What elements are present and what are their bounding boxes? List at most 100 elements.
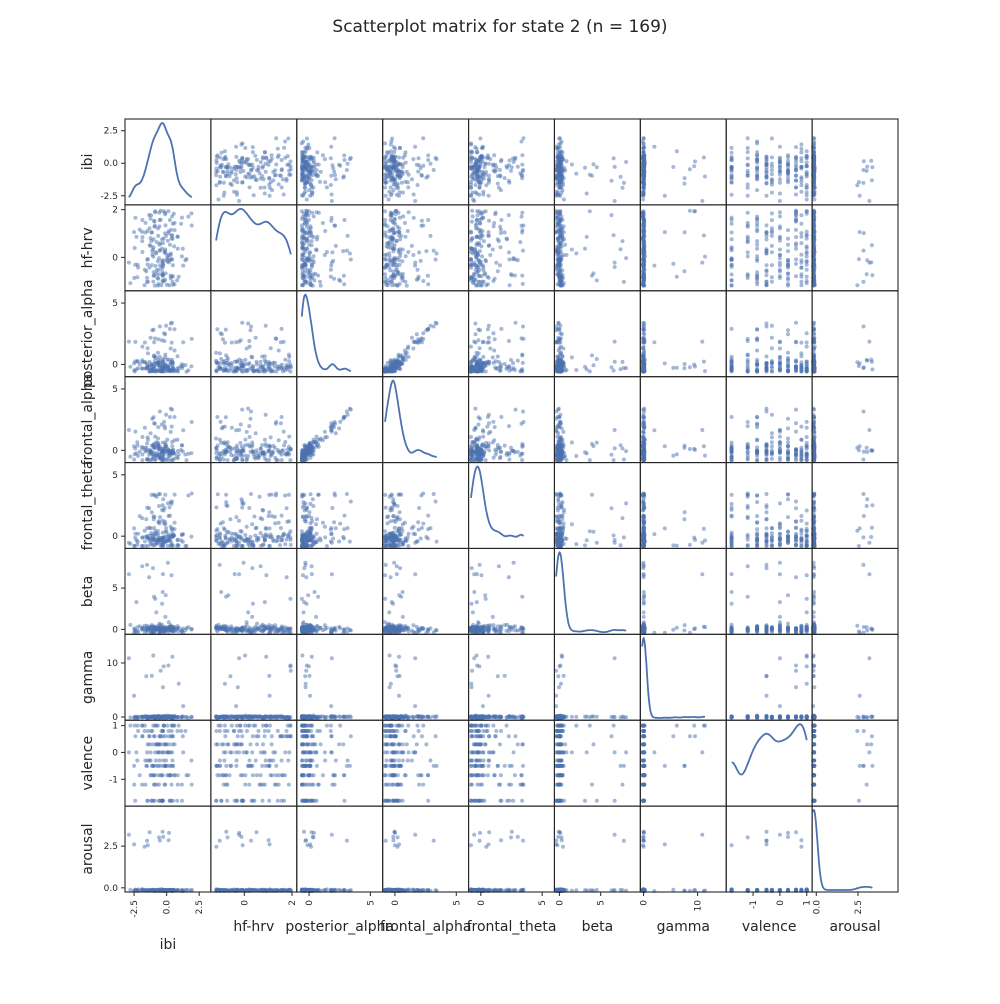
data-point bbox=[167, 326, 172, 331]
data-point bbox=[469, 458, 473, 463]
cell-posterior_alpha-vs-posterior_alpha bbox=[296, 290, 384, 378]
data-point bbox=[279, 158, 284, 162]
data-point bbox=[240, 320, 245, 325]
data-point bbox=[140, 435, 145, 439]
data-point bbox=[554, 249, 559, 254]
data-point bbox=[162, 279, 167, 283]
data-point bbox=[804, 244, 809, 249]
data-point bbox=[471, 454, 476, 459]
data-point bbox=[134, 234, 139, 239]
data-point bbox=[264, 155, 269, 160]
data-point bbox=[414, 332, 419, 337]
data-point bbox=[140, 366, 144, 371]
data-point bbox=[609, 213, 614, 218]
data-point bbox=[745, 162, 750, 167]
data-point bbox=[254, 448, 259, 453]
data-point bbox=[391, 188, 396, 193]
data-point bbox=[312, 278, 317, 283]
data-point bbox=[132, 230, 137, 235]
data-point bbox=[341, 249, 346, 254]
data-point bbox=[180, 215, 184, 220]
data-point bbox=[303, 189, 308, 194]
data-point bbox=[338, 419, 343, 424]
data-point bbox=[309, 283, 314, 288]
data-point bbox=[387, 189, 392, 194]
data-point bbox=[494, 165, 499, 170]
data-point bbox=[305, 180, 310, 185]
data-point bbox=[395, 283, 400, 288]
data-point bbox=[804, 164, 809, 169]
data-point bbox=[176, 274, 181, 279]
data-point bbox=[560, 217, 565, 222]
data-point bbox=[249, 444, 254, 449]
data-point bbox=[170, 257, 174, 262]
data-point bbox=[729, 326, 734, 331]
data-point bbox=[641, 338, 646, 343]
data-point bbox=[186, 368, 191, 373]
data-point bbox=[469, 157, 473, 162]
data-point bbox=[279, 362, 284, 367]
data-point bbox=[587, 369, 592, 374]
data-point bbox=[804, 281, 809, 286]
data-point bbox=[168, 368, 173, 372]
data-point bbox=[794, 218, 798, 223]
data-point bbox=[224, 157, 229, 162]
data-point bbox=[477, 363, 482, 368]
data-point bbox=[318, 169, 323, 174]
data-point bbox=[305, 257, 310, 262]
data-point bbox=[558, 169, 563, 174]
data-point bbox=[387, 229, 392, 234]
data-point bbox=[559, 440, 564, 445]
data-point bbox=[224, 368, 229, 372]
cell-ibi-vs-arousal bbox=[811, 118, 899, 206]
data-point bbox=[287, 434, 292, 439]
data-point bbox=[418, 258, 423, 263]
data-point bbox=[555, 272, 560, 277]
data-point bbox=[470, 150, 475, 155]
data-point bbox=[180, 246, 185, 251]
data-point bbox=[304, 224, 309, 229]
data-point bbox=[487, 243, 492, 248]
data-point bbox=[421, 223, 426, 228]
data-point bbox=[249, 409, 253, 414]
data-point bbox=[307, 443, 312, 448]
data-point bbox=[729, 257, 734, 262]
data-point bbox=[469, 219, 474, 224]
data-point bbox=[477, 279, 482, 284]
data-point bbox=[168, 242, 172, 247]
data-point bbox=[492, 425, 497, 430]
data-point bbox=[274, 162, 279, 167]
data-point bbox=[344, 248, 349, 253]
data-point bbox=[405, 229, 410, 233]
data-point bbox=[389, 176, 394, 181]
data-point bbox=[284, 363, 289, 367]
data-point bbox=[478, 249, 482, 254]
data-point bbox=[611, 233, 616, 238]
data-point bbox=[811, 180, 816, 185]
data-point bbox=[755, 188, 760, 193]
data-point bbox=[383, 180, 388, 185]
data-point bbox=[179, 362, 184, 367]
data-point bbox=[620, 239, 625, 244]
data-point bbox=[167, 218, 172, 222]
data-point bbox=[864, 272, 869, 277]
data-point bbox=[135, 359, 140, 363]
data-point bbox=[256, 164, 261, 169]
data-point bbox=[152, 223, 157, 228]
data-point bbox=[395, 224, 400, 229]
data-point bbox=[329, 263, 334, 268]
data-point bbox=[303, 163, 308, 167]
data-point bbox=[282, 443, 287, 448]
data-point bbox=[804, 229, 809, 234]
data-point bbox=[469, 160, 474, 165]
data-point bbox=[305, 136, 309, 141]
data-point bbox=[561, 364, 566, 369]
data-point bbox=[128, 454, 133, 459]
data-point bbox=[583, 246, 587, 251]
data-point bbox=[480, 443, 484, 448]
data-point bbox=[557, 176, 562, 181]
data-point bbox=[231, 369, 236, 374]
data-point bbox=[799, 241, 804, 246]
data-point bbox=[486, 180, 491, 185]
data-point bbox=[225, 458, 230, 463]
